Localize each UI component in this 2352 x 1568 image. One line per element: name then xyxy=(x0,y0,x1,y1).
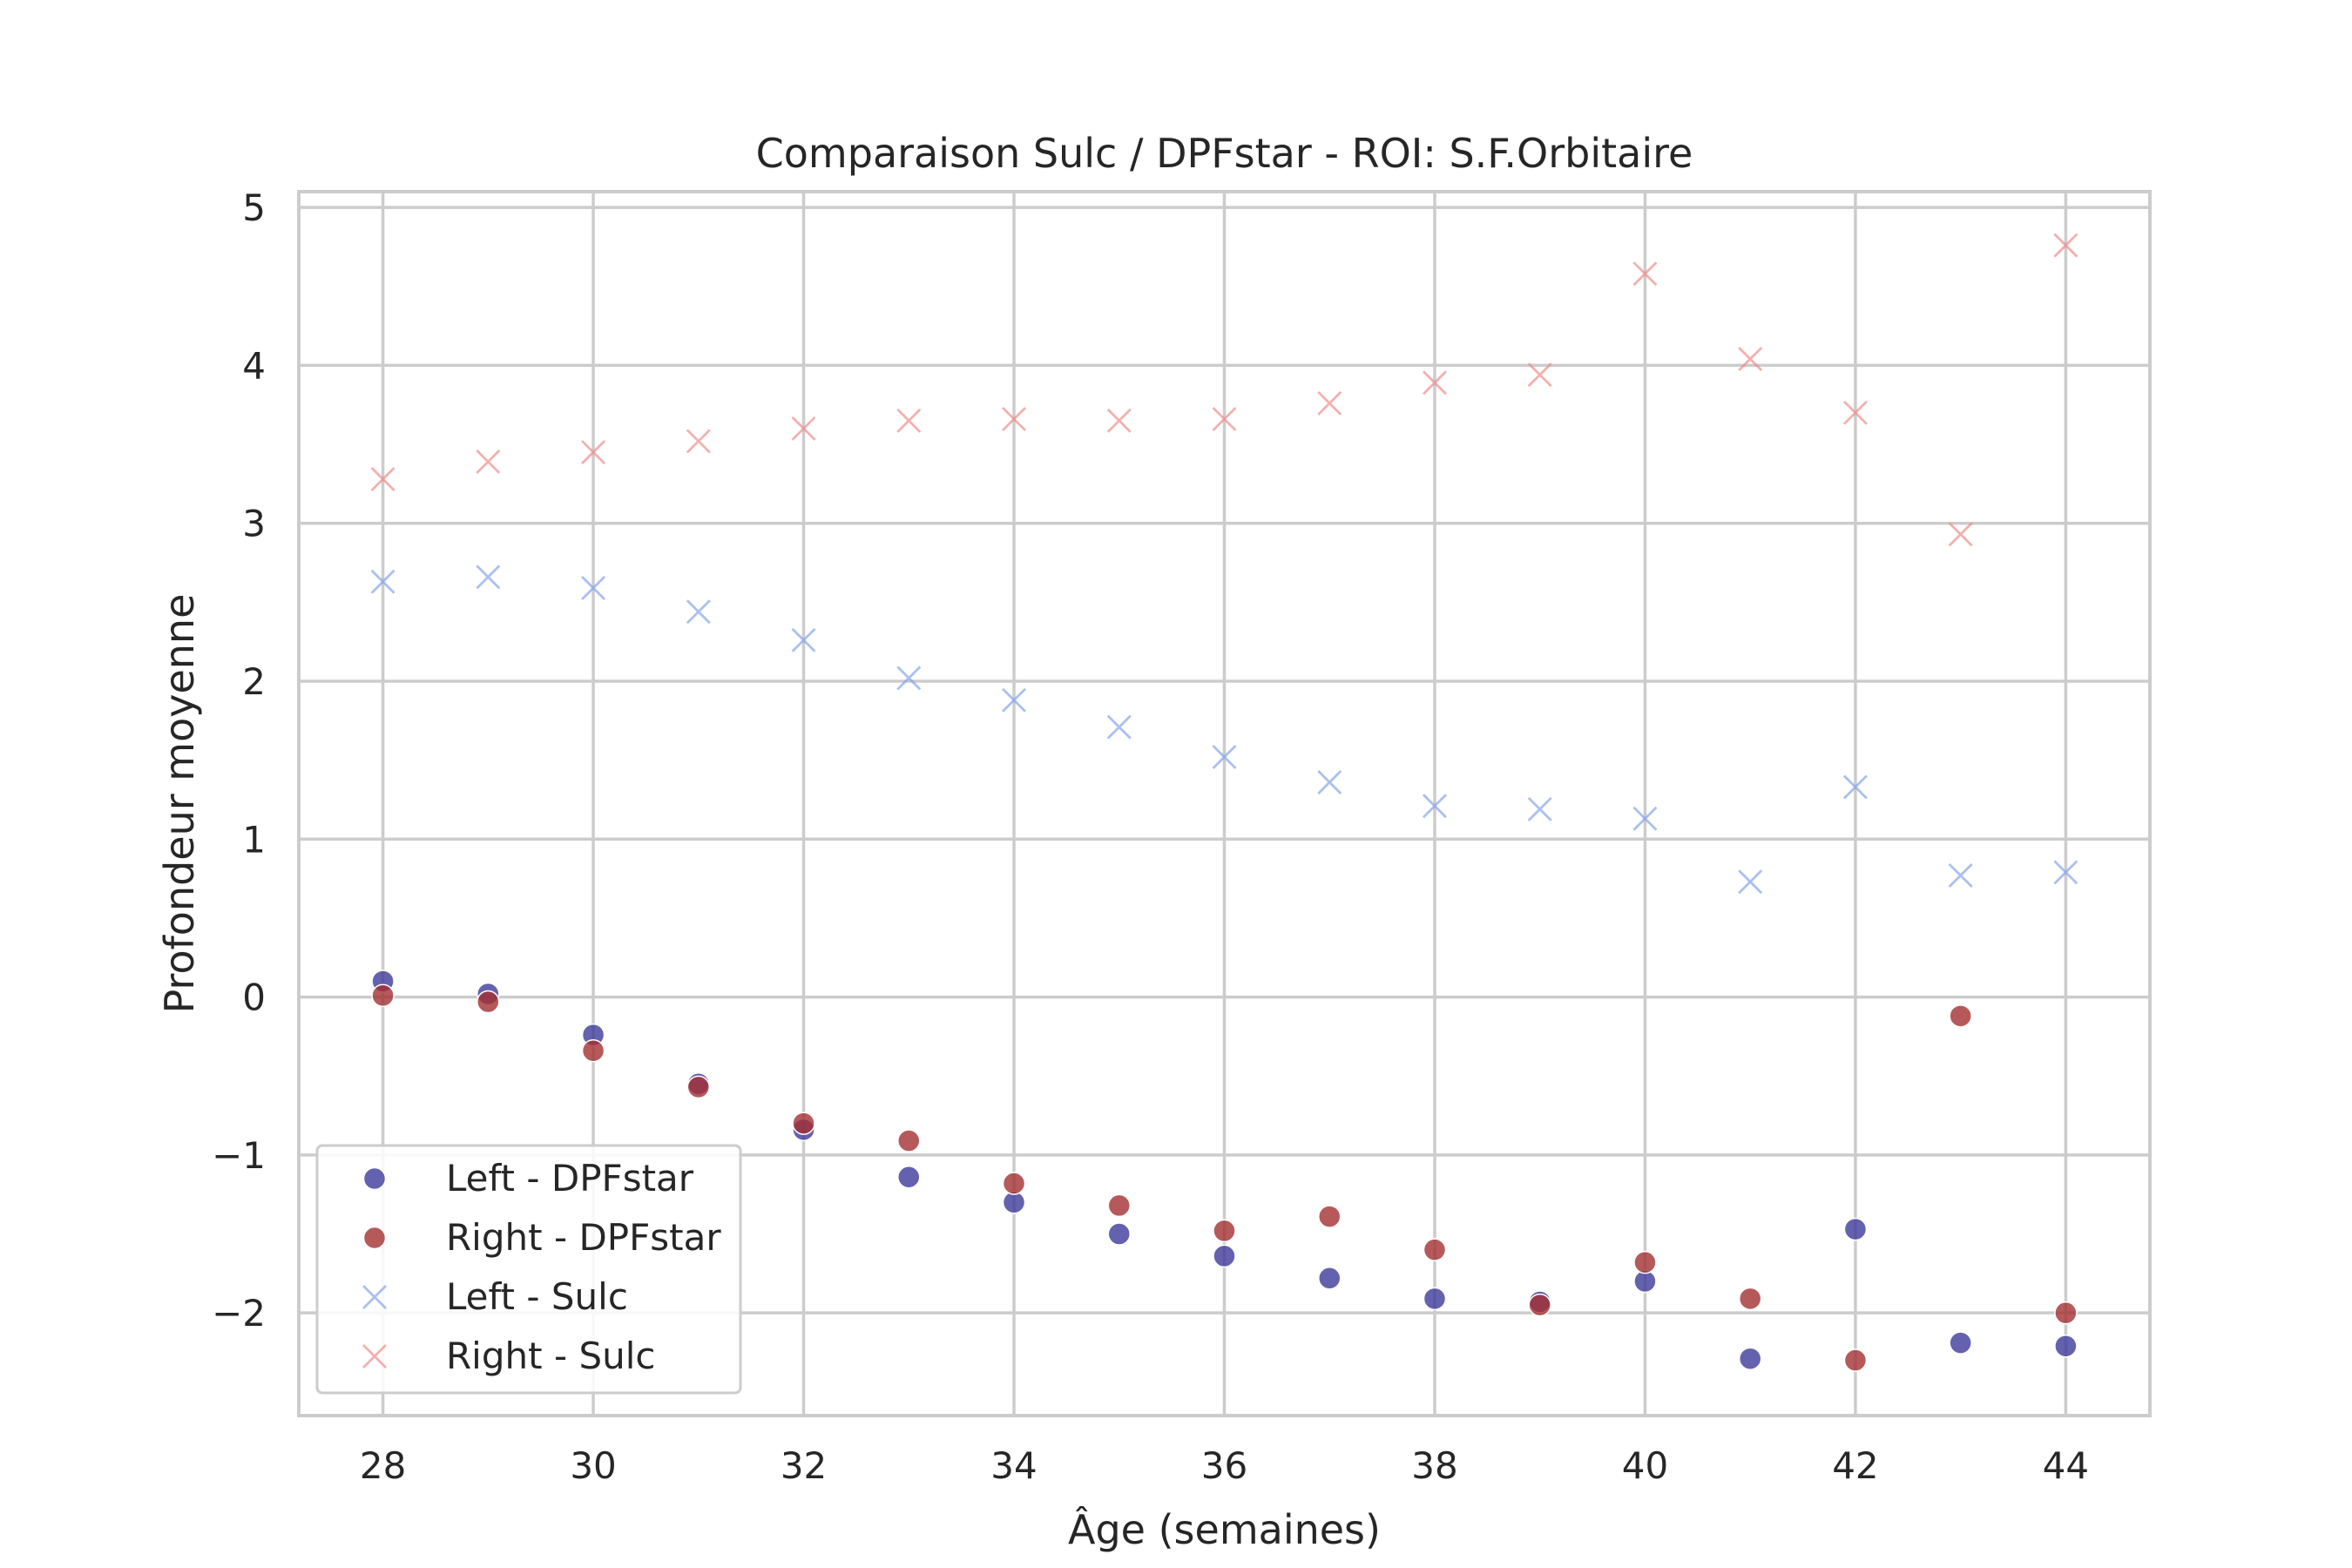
y-tick-label: 5 xyxy=(242,186,266,229)
data-point xyxy=(1106,714,1132,740)
legend-label: Left - DPFstar xyxy=(446,1157,694,1200)
chart-title: Comparaison Sulc / DPFstar - ROI: S.F.Or… xyxy=(756,130,1693,177)
y-tick-label: 0 xyxy=(242,977,266,1019)
data-point xyxy=(896,408,922,433)
data-point xyxy=(1633,1250,1657,1274)
data-point xyxy=(1422,370,1447,395)
data-point xyxy=(1632,806,1658,831)
legend-marker xyxy=(362,1285,387,1309)
data-point xyxy=(1423,1287,1447,1311)
data-point xyxy=(1843,1348,1868,1372)
series-right-dpfstar xyxy=(371,983,2078,1372)
data-point xyxy=(581,440,606,465)
data-point xyxy=(1002,407,1027,432)
data-point xyxy=(897,1166,921,1189)
legend-marker xyxy=(362,1344,387,1369)
legend-marker xyxy=(362,1166,387,1191)
data-point xyxy=(792,1112,815,1135)
data-point xyxy=(1107,1222,1132,1246)
legend-frame xyxy=(315,1144,742,1395)
data-point xyxy=(2053,233,2078,258)
legend-label: Right - Sulc xyxy=(446,1335,656,1377)
y-tick-label: 2 xyxy=(242,660,266,703)
data-point xyxy=(371,983,395,1008)
data-point xyxy=(1527,796,1552,821)
data-point xyxy=(896,666,922,691)
x-tick-label: 40 xyxy=(1622,1444,1668,1487)
data-point xyxy=(897,1129,921,1152)
data-point xyxy=(370,569,395,594)
x-tick-label: 30 xyxy=(570,1444,616,1487)
x-tick-label: 42 xyxy=(1832,1444,1878,1487)
data-point xyxy=(686,429,711,454)
data-point xyxy=(2054,1301,2078,1325)
data-point xyxy=(1949,1004,1972,1028)
grid xyxy=(299,192,2150,1416)
data-point xyxy=(581,576,606,601)
data-point xyxy=(1842,774,1868,800)
data-point xyxy=(476,449,501,474)
data-point xyxy=(1317,1267,1342,1290)
data-point xyxy=(1422,794,1447,819)
data-point xyxy=(1528,1293,1551,1317)
y-tick-label: −2 xyxy=(212,1292,266,1335)
data-point xyxy=(1423,1238,1447,1261)
data-point xyxy=(1002,687,1027,713)
data-point xyxy=(791,416,816,441)
x-tick-label: 32 xyxy=(781,1444,827,1487)
data-point xyxy=(581,1038,605,1063)
data-point xyxy=(1002,1172,1026,1195)
data-point xyxy=(1738,347,1763,372)
y-tick-label: 1 xyxy=(242,818,266,861)
x-tick-label: 28 xyxy=(360,1444,406,1487)
data-point xyxy=(476,564,501,590)
data-point xyxy=(1632,261,1658,287)
legend: Left - DPFstar Right - DPFstar Left - Sulc… xyxy=(315,1144,742,1395)
legend-label: Left - Sulc xyxy=(446,1275,628,1318)
x-tick-label: 34 xyxy=(990,1444,1037,1487)
data-point xyxy=(476,990,500,1014)
x-tick-label: 44 xyxy=(2043,1444,2089,1487)
data-point xyxy=(686,599,711,625)
x-tick-label: 36 xyxy=(1201,1444,1247,1487)
data-point xyxy=(1948,862,1973,888)
data-point xyxy=(1843,1217,1868,1241)
plot-area xyxy=(370,233,2078,1372)
data-point xyxy=(370,466,395,491)
x-axis-label: Âge (semaines) xyxy=(1068,1506,1381,1553)
y-tick-label: 3 xyxy=(242,503,266,545)
data-point xyxy=(1738,869,1763,895)
legend-label: Right - DPFstar xyxy=(446,1216,721,1259)
data-point xyxy=(1527,362,1552,388)
data-point xyxy=(1738,1287,1762,1311)
data-point xyxy=(1949,1331,1972,1355)
data-point xyxy=(1213,1244,1236,1268)
axes-frame xyxy=(297,190,2152,1417)
data-point xyxy=(1948,522,1973,547)
series-right-sulc xyxy=(370,233,2078,547)
data-point xyxy=(2053,860,2078,885)
data-point xyxy=(1107,1193,1132,1218)
y-tick-label: 4 xyxy=(242,344,266,387)
x-tick-label: 38 xyxy=(1411,1444,1457,1487)
data-point xyxy=(686,1075,711,1099)
data-point xyxy=(1317,390,1342,416)
data-point xyxy=(1212,745,1237,770)
data-point xyxy=(1842,400,1868,425)
data-point xyxy=(1212,407,1237,432)
series-left-sulc xyxy=(370,564,2078,895)
legend-marker xyxy=(362,1226,387,1250)
data-point xyxy=(791,627,816,652)
data-point xyxy=(1106,408,1132,433)
y-axis-label: Profondeur moyenne xyxy=(156,594,203,1014)
data-point xyxy=(2054,1334,2078,1358)
y-tick-label: −1 xyxy=(212,1134,266,1177)
data-point xyxy=(1738,1347,1762,1370)
data-point xyxy=(1317,1205,1342,1228)
data-point xyxy=(1317,770,1342,795)
data-point xyxy=(1213,1219,1236,1243)
